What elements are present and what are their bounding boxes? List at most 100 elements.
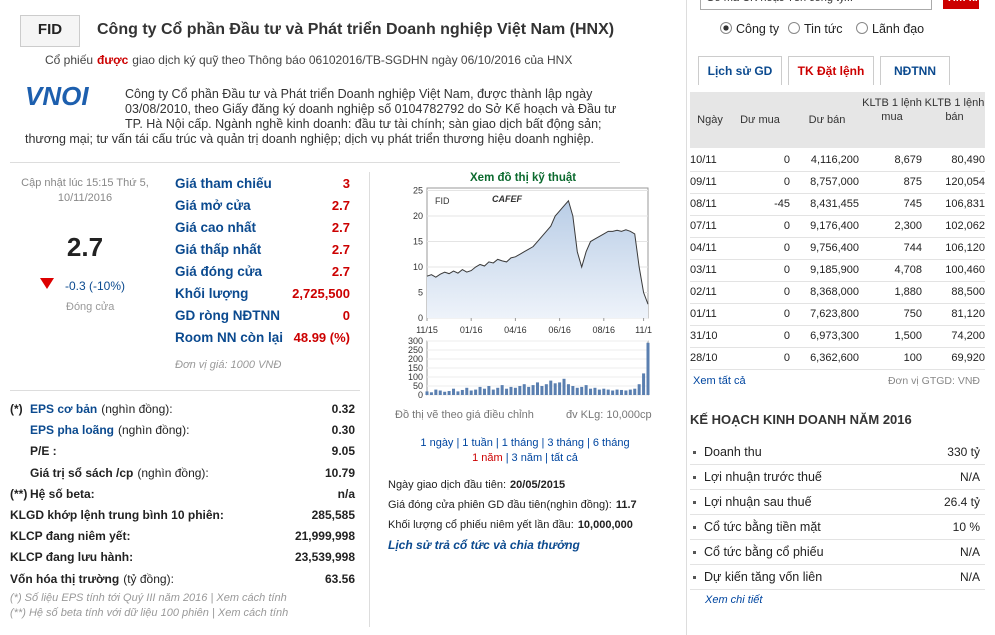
search-box[interactable]: [700, 0, 932, 10]
table-cell: 0: [783, 286, 790, 298]
chart-link[interactable]: Xem đồ thị kỹ thuật: [470, 172, 577, 184]
footnote: (*) Số liệu EPS tính tới Quý III năm 201…: [10, 592, 287, 604]
plan-more[interactable]: Xem chi tiết: [705, 594, 763, 606]
volume-bar: [429, 392, 433, 395]
plan-value: 330 tỷ: [947, 445, 980, 459]
tab[interactable]: TK Đặt lệnh: [788, 56, 874, 85]
plan-label: Doanh thu: [704, 445, 762, 459]
plan-label: Cổ tức bằng tiền mặt: [704, 520, 821, 534]
row-line: [690, 464, 985, 465]
volume-bar: [593, 387, 597, 395]
volume-bar: [619, 389, 623, 395]
row-line: [690, 215, 985, 216]
period-row: 1 ngày | 1 tuần | 1 tháng | 3 tháng | 6 tháng: [380, 437, 670, 449]
fundamental-value: 9.05: [331, 444, 355, 459]
more-link[interactable]: Xem tất cả: [693, 375, 746, 387]
volume-bar: [602, 388, 606, 395]
listing-label: Khối lượng cổ phiếu niêm yết lần đầu:: [388, 519, 574, 531]
updated: Cập nhật lúc 15:15 Thứ 5, 10/11/2016: [21, 177, 149, 204]
search-button[interactable]: [943, 0, 979, 9]
period-link[interactable]: tất cả: [550, 452, 578, 464]
y-tick-label: 25: [413, 186, 423, 196]
table-cell: 100: [903, 352, 922, 364]
table-cell: 04/11: [690, 242, 717, 254]
period-link[interactable]: 1 tuần: [462, 437, 493, 449]
row-line: [690, 259, 985, 260]
table-cell: 1,880: [894, 286, 922, 298]
volume-bar: [540, 386, 544, 395]
table-cell: 750: [903, 308, 922, 320]
footnote: (**) Hệ số beta tính với dữ liệu 100 phi…: [10, 607, 289, 619]
tab[interactable]: Lịch sử GD: [698, 56, 782, 85]
table-cell: 81,120: [951, 308, 985, 320]
table-header: KLTB 1 lệnh bán: [924, 97, 985, 123]
search-button-label: Tìm kiếm: [946, 0, 994, 4]
price-value: 2.7: [331, 198, 350, 213]
period-link[interactable]: 3 tháng: [547, 437, 585, 449]
y-tick-label: 0: [418, 313, 423, 323]
table-cell: 0: [783, 264, 790, 276]
separator: |: [541, 437, 545, 449]
listing-value: 20/05/2015: [510, 479, 566, 491]
period-row: 1 năm | 3 năm | tất cả: [380, 452, 670, 464]
volume-bar: [611, 390, 615, 395]
price-label: GD ròng NĐTNN: [175, 308, 280, 323]
plan-label: Lợi nhuận sau thuế: [704, 495, 812, 509]
table-header: Ngày: [697, 114, 723, 126]
radio[interactable]: [856, 22, 868, 34]
name: EPS cơ bản: [30, 402, 98, 416]
period-link[interactable]: 1 ngày: [420, 437, 454, 449]
fundamental-name: EPS cơ bản (nghìn đồng):: [30, 402, 173, 416]
fundamental-name: KLCP đang lưu hành:: [10, 550, 133, 564]
fundamental-name: P/E :: [30, 444, 57, 458]
table-cell: 9,185,900: [810, 264, 859, 276]
volume-bar: [456, 391, 460, 395]
down-arrow: [40, 278, 54, 289]
x-tick-label: 11/1: [635, 325, 652, 335]
price-value: 2,725,500: [292, 286, 350, 301]
volume-bar: [509, 386, 513, 395]
bullet: [693, 576, 696, 579]
row-line: [690, 171, 985, 172]
table-cell: 88,500: [951, 286, 985, 298]
fundamental-value: 0.30: [331, 423, 355, 438]
period-link[interactable]: 6 tháng: [592, 437, 630, 449]
stock-code: FID: [37, 21, 63, 38]
row-line: [690, 237, 985, 238]
fundamental-name: Giá trị sổ sách /cp (nghìn đồng):: [30, 466, 209, 480]
period-link[interactable]: 1 tháng: [501, 437, 539, 449]
table-cell: 120,054: [945, 176, 985, 188]
unit: (nghìn đồng):: [137, 465, 209, 480]
subtitle-text: giao dịch ký quỹ theo Thông báo 06102016…: [132, 53, 573, 67]
tab[interactable]: NĐTNN: [880, 56, 950, 85]
table-cell: 1,500: [894, 330, 922, 342]
row-line: [690, 589, 985, 590]
volume-bar: [447, 391, 451, 395]
radio[interactable]: [788, 22, 800, 34]
separator: |: [545, 452, 548, 464]
table-cell: 9,756,400: [810, 242, 859, 254]
radio-label: Lãnh đạo: [872, 22, 925, 36]
listing-value: 10,000,000: [577, 519, 633, 531]
volume-bar: [571, 386, 575, 395]
radio[interactable]: [720, 22, 732, 34]
period-link[interactable]: 1 năm: [472, 452, 503, 464]
volume-bar: [633, 388, 637, 395]
change: -0.3 (-10%): [65, 279, 126, 293]
table-cell: 8,368,000: [810, 286, 859, 298]
fundamental-value: 63.56: [324, 571, 355, 586]
table-cell: 4,116,200: [810, 154, 859, 166]
x-tick-label: 01/16: [460, 325, 483, 335]
volume-bar: [465, 387, 469, 395]
volume-bar: [443, 391, 447, 395]
row-line: [690, 369, 985, 370]
dividend-link[interactable]: Lịch sử trả cổ tức và chia thưởng: [388, 538, 580, 552]
table-unit: Đơn vị GTGD: VNĐ: [887, 375, 980, 387]
table-cell: 10/11: [690, 154, 717, 166]
fundamental-value: 10.79: [324, 465, 355, 480]
period-link[interactable]: 3 năm: [511, 452, 543, 464]
price-value: 2.7: [331, 242, 350, 257]
table-cell: -45: [774, 198, 790, 210]
fundamental-name: KLCP đang niêm yết:: [10, 529, 130, 543]
